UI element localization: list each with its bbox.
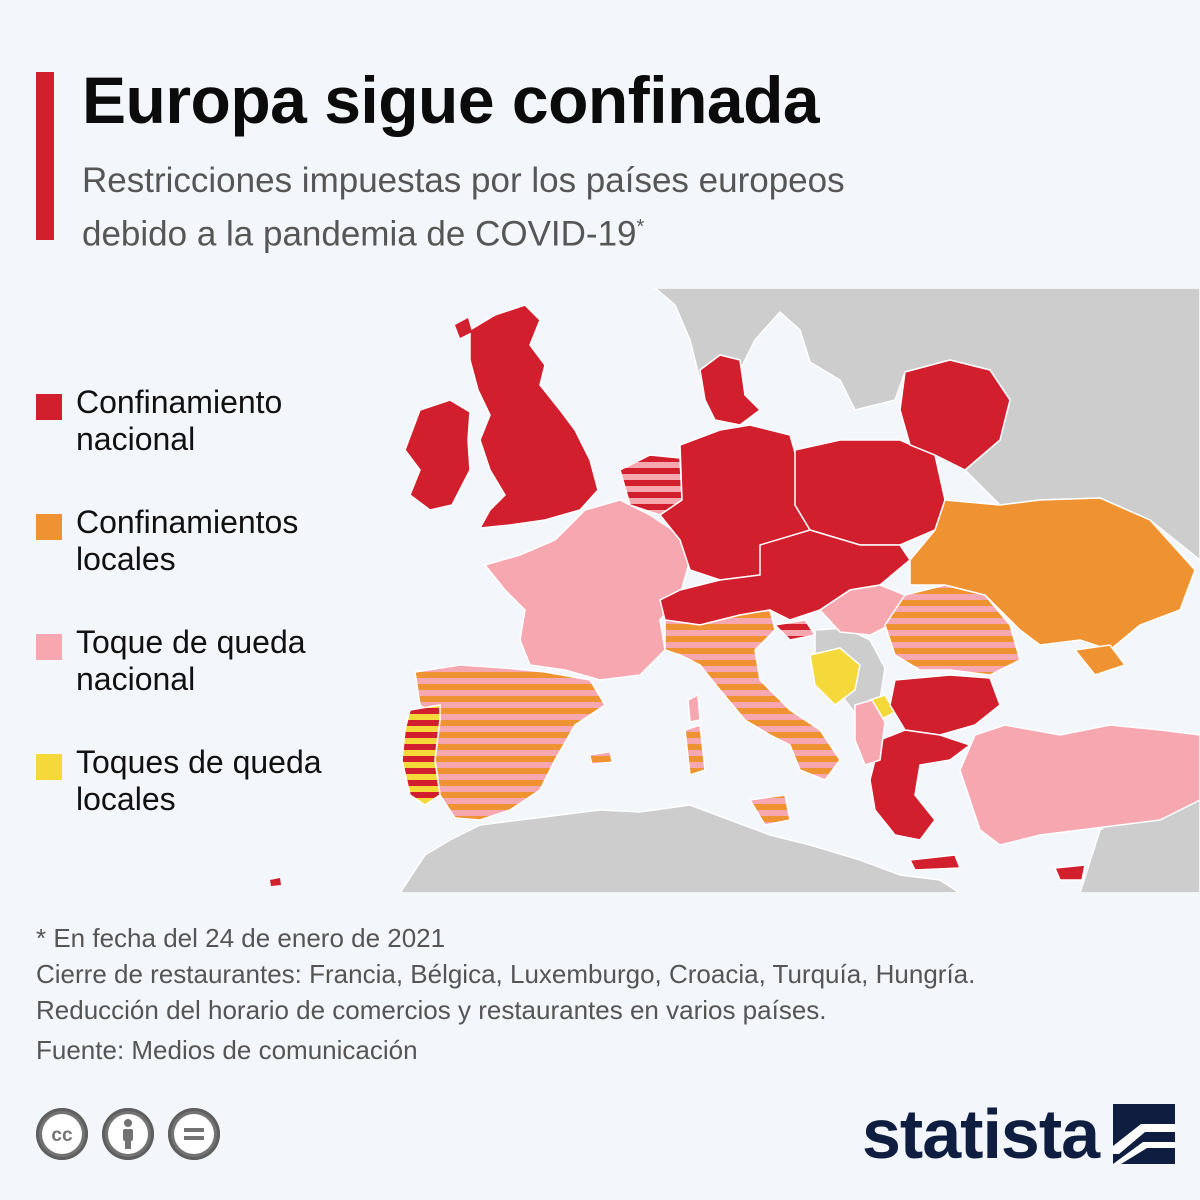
region-no-data-africa [399,804,962,893]
page-title: Europa sigue confinada [82,63,820,137]
brand: statista [862,1094,1176,1174]
subtitle: Restricciones impuestas por los países e… [82,158,982,258]
subtitle-line-2-text: debido a la pandemia de COVID-19 [82,214,637,254]
region-crimea [1073,644,1127,676]
source-note: Fuente: Medios de comunicación [36,1035,418,1065]
legend-label-national-curfew: Toque de queda nacional [76,624,376,698]
license-icons: cc [36,1108,220,1160]
accent-bar [36,72,54,240]
legend-label-line-1: Toque de queda [76,624,306,660]
legend-label-local-lockdowns: Confinamientos locales [76,504,376,578]
legend-label-national-lockdown: Confinamiento nacional [76,384,376,458]
country-bulgaria [889,674,1001,736]
country-poland [794,439,946,546]
island-canary [270,878,281,886]
country-france [483,499,691,681]
footnote-date: * En fecha del 24 de enero de 2021 [36,923,446,953]
country-bosnia [809,647,861,706]
legend-label-line-1: Confinamientos [76,504,299,540]
svg-text:cc: cc [51,1125,73,1146]
attribution-icon[interactable] [102,1108,154,1160]
legend-item-national-curfew: Toque de queda nacional [36,624,376,698]
europe-map [270,288,1200,893]
no-derivatives-icon[interactable] [168,1108,220,1160]
country-greece [869,729,972,841]
country-albania-macedonia [854,699,886,766]
footnote-restaurants: Cierre de restaurantes: Francia, Bélgica… [36,959,976,989]
country-italy [664,609,841,781]
legend-swatch-national-curfew [36,634,62,660]
legend-label-line-1: Toques de queda [76,744,322,780]
legend-label-line-2: locales [76,781,176,817]
country-baltics [899,359,1011,471]
legend-label-line-2: nacional [76,661,196,697]
country-ireland [404,399,471,511]
subtitle-line-2: debido a la pandemia de COVID-19* [82,204,982,258]
country-turkey [959,724,1200,846]
legend-swatch-local-lockdowns [36,514,62,540]
legend-label-line-1: Confinamiento [76,384,283,420]
island-cyprus [1053,864,1086,881]
statista-logo-icon [1113,1104,1176,1164]
island-faroe [455,318,472,338]
island-corsica [687,693,701,723]
country-central-europe [659,529,911,626]
legend-item-local-lockdowns: Confinamientos locales [36,504,376,578]
footer-notes: * En fecha del 24 de enero de 2021 Cierr… [36,920,975,1068]
legend: Confinamiento nacional Confinamientos lo… [36,384,376,864]
legend-label-line-2: nacional [76,421,196,457]
island-crete [908,854,962,871]
country-slovenia-croatia [773,619,817,641]
legend-item-national-lockdown: Confinamiento nacional [36,384,376,458]
subtitle-line-1: Restricciones impuestas por los países e… [82,161,845,200]
country-denmark [699,354,762,426]
island-balearic [589,751,613,765]
country-spain [414,664,607,821]
country-portugal [401,704,441,806]
brand-name: statista [862,1095,1100,1173]
island-sardinia [684,723,706,777]
country-ukraine [909,497,1196,651]
island-sicily [748,794,791,826]
legend-item-local-curfews: Toques de queda locales [36,744,376,818]
legend-swatch-local-curfews [36,754,62,780]
country-united-kingdom [469,304,599,529]
creative-commons-icon[interactable]: cc [36,1108,88,1160]
footnote-hours: Reducción del horario de comercios y res… [36,995,827,1025]
legend-label-local-curfews: Toques de queda locales [76,744,376,818]
legend-swatch-national-lockdown [36,394,62,420]
legend-label-line-2: locales [76,541,176,577]
subtitle-asterisk: * [636,216,645,238]
